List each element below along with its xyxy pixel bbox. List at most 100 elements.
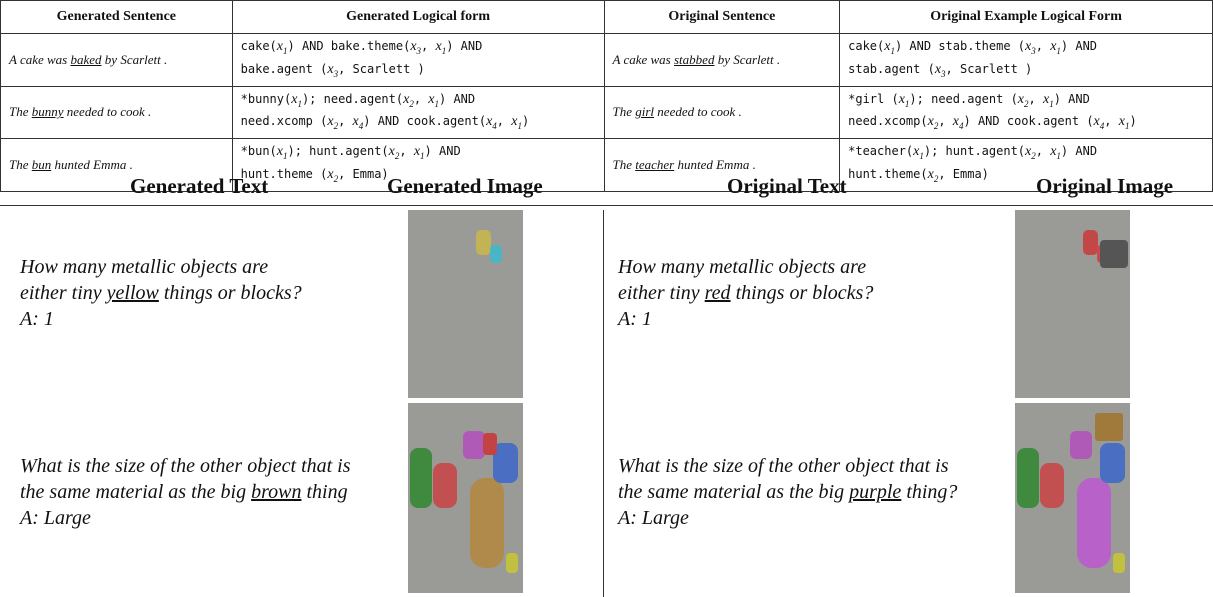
text: the same material as the big: [20, 481, 252, 503]
lf-text: ,: [1035, 144, 1051, 159]
lf-text: ); need.agent (: [909, 91, 1018, 106]
logical-form-table: Generated Sentence Generated Logical form…: [0, 0, 1213, 192]
text: thing: [301, 481, 348, 503]
text: What is the size of the other object tha…: [618, 455, 949, 477]
lf-text: need.xcomp(: [848, 114, 928, 129]
underlined-word: stabbed: [674, 51, 715, 67]
lf-line: hunt.theme(x2, Emma): [848, 165, 1204, 188]
subscript: 1: [1124, 121, 1130, 132]
text: needed to cook .: [654, 104, 742, 120]
variable: x1: [1050, 144, 1061, 161]
col-header: Original Image: [1036, 174, 1174, 198]
variable: x1: [898, 91, 910, 109]
text: hunted Emma .: [674, 156, 756, 172]
variable: x3: [410, 39, 422, 56]
lf-text: ) AND cook.agent(: [363, 114, 487, 129]
subscript: 1: [420, 150, 425, 161]
lf-text: ,: [399, 144, 414, 159]
variable: x1: [291, 91, 302, 109]
question-line: How many metallic objects are: [618, 254, 873, 280]
image: [408, 403, 523, 593]
lf-text: , Scarlett ): [338, 61, 425, 76]
variable: x1: [1118, 114, 1130, 132]
lf-text: ) AND: [424, 144, 461, 159]
text: The: [612, 156, 636, 172]
lf-text: ) AND: [1060, 144, 1098, 159]
subscript: 1: [441, 45, 447, 56]
variable: x1: [1042, 91, 1054, 109]
variable: x2: [403, 91, 414, 109]
lf-text: *bunny(: [240, 91, 292, 106]
lf-text: ,: [413, 91, 429, 106]
underlined-word: yellow: [106, 282, 159, 304]
underlined-word: baked: [70, 51, 102, 67]
sentence-cell: The bun hunted Emma .: [0, 138, 233, 192]
lf-text: ) AND stab.theme (: [894, 39, 1026, 53]
subscript: 1: [434, 98, 440, 109]
subscript: 1: [297, 98, 302, 109]
lf-text: ) AND bake.theme(: [287, 39, 411, 53]
subscript: 1: [890, 45, 895, 56]
variable: x2: [927, 166, 939, 184]
underlined-word: purple: [849, 481, 902, 503]
lf-text: , Emma): [938, 166, 989, 181]
lf-text: hunt.theme(: [848, 166, 928, 181]
lf-text: stab.agent (: [848, 61, 935, 76]
table-row: The bun hunted Emma . *bun(x1); hunt.agen…: [0, 138, 1213, 192]
sentence-cell: The teacher hunted Emma .: [603, 138, 841, 192]
rule: [0, 205, 1213, 206]
subscript: 4: [358, 121, 364, 132]
col-header: Generated Image: [387, 174, 543, 198]
lf-text: ,: [1104, 114, 1119, 129]
subscript: 4: [492, 121, 497, 132]
divider: [603, 210, 604, 597]
lf-text: ,: [1035, 39, 1051, 53]
question-block: How many metallic objects are either tiny…: [618, 254, 873, 332]
subscript: 2: [409, 98, 414, 109]
lf-cell: *girl (x1); need.agent (x2, x1) AND need.…: [839, 85, 1213, 140]
header-cell: Original Sentence: [603, 0, 841, 34]
text: by Scarlett .: [101, 51, 168, 67]
question-block: What is the size of the other object tha…: [20, 453, 351, 531]
subscript: 2: [333, 173, 339, 184]
subscript: 2: [933, 173, 939, 184]
question-line: How many metallic objects are: [20, 254, 302, 280]
variable: x1: [435, 39, 447, 56]
lf-line: *bun(x1); hunt.agent(x2, x1) AND: [241, 142, 596, 165]
subscript: 1: [919, 150, 924, 161]
subscript: 3: [416, 45, 422, 56]
text: by Scarlett .: [714, 51, 781, 67]
lf-text: hunt.theme (: [240, 166, 328, 181]
lf-text: cake(: [848, 39, 885, 53]
lf-cell: *teacher(x1); hunt.agent(x2, x1) AND hunt…: [839, 138, 1213, 192]
question-line: either tiny yellow things or blocks?: [20, 280, 302, 306]
subscript: 2: [394, 150, 400, 161]
underlined-word: teacher: [635, 156, 675, 172]
subscript: 1: [517, 121, 522, 132]
lf-text: cake(: [240, 39, 277, 53]
answer: A: 1: [618, 308, 652, 330]
lf-cell: *bunny(x1); need.agent(x2, x1) AND need.x…: [231, 85, 605, 140]
underlined-word: bun: [31, 156, 52, 172]
text: How many metallic objects are: [20, 256, 269, 278]
variable: x1: [913, 144, 924, 161]
question-line: What is the size of the other object tha…: [618, 453, 957, 479]
text: needed to cook .: [63, 104, 152, 120]
lf-cell: cake(x1) AND bake.theme(x3, x1) AND bake.…: [231, 33, 605, 87]
lf-text: ); need.agent(: [301, 91, 404, 106]
lf-text: ): [521, 114, 530, 129]
variable: x4: [952, 114, 964, 132]
lf-text: ); hunt.agent(: [923, 144, 1026, 159]
text: A cake was: [612, 51, 674, 67]
subscript: 3: [1031, 45, 1036, 56]
lf-text: ,: [1028, 91, 1043, 106]
lf-text: , Scarlett ): [945, 61, 1033, 76]
question-line: What is the size of the other object tha…: [20, 453, 351, 479]
lf-line: *girl (x1); need.agent (x2, x1) AND: [848, 90, 1204, 113]
lf-text: ) AND: [1053, 91, 1090, 106]
subscript: 2: [1024, 98, 1029, 109]
lf-line: cake(x1) AND bake.theme(x3, x1) AND: [241, 37, 596, 60]
subscript: 4: [1099, 121, 1105, 132]
variable: x3: [1025, 39, 1036, 56]
header-cell: Generated Logical form: [231, 0, 605, 34]
